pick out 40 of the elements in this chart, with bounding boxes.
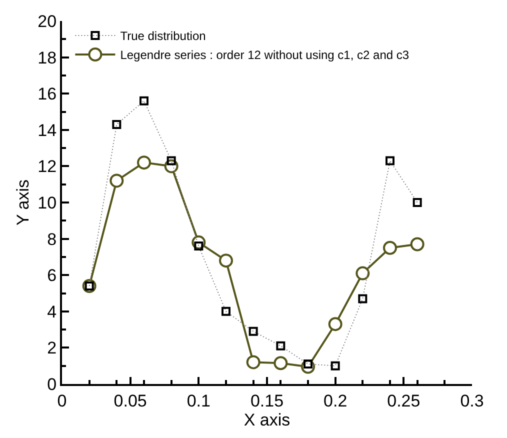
y-tick-label: 8 <box>47 230 57 249</box>
legend-label: True distribution <box>120 29 206 44</box>
y-axis-title: Y axis <box>14 180 33 226</box>
y-tick-label: 20 <box>38 12 57 31</box>
y-tick-label: 18 <box>38 48 57 68</box>
legend-label: Legendre series : order 12 without using c1, c2 and c3 <box>120 48 410 62</box>
point <box>222 306 230 316</box>
point <box>358 294 368 304</box>
y-tick-label: 4 <box>47 302 57 322</box>
x-tick-label: 0.05 <box>114 391 147 410</box>
point <box>166 156 176 166</box>
point <box>248 326 258 336</box>
point <box>140 96 148 106</box>
point <box>383 240 397 255</box>
y-tick-label: 2 <box>47 338 57 358</box>
point <box>274 356 288 370</box>
y-tick-label: 16 <box>38 84 57 104</box>
x-tick-label: 0.15 <box>250 391 284 410</box>
point <box>412 198 422 207</box>
point <box>330 361 340 370</box>
y-tick-label: 6 <box>47 266 57 286</box>
x-tick-label: 0.2 <box>324 391 348 410</box>
point <box>112 120 122 129</box>
point <box>356 266 370 280</box>
y-tick-label: 14 <box>38 120 57 140</box>
x-axis-title: X axis <box>244 410 290 430</box>
x-tick-label: 0.3 <box>460 391 484 410</box>
point <box>328 317 342 332</box>
y-tick-label: 12 <box>38 157 57 176</box>
point <box>137 156 151 170</box>
y-tick-label: 0 <box>47 374 57 394</box>
y-tick-label: 10 <box>38 193 57 212</box>
x-tick-label: 0.1 <box>186 391 210 410</box>
point <box>219 254 233 268</box>
point <box>276 341 286 350</box>
point <box>410 237 424 252</box>
x-tick-label: 0.25 <box>387 391 420 410</box>
point <box>386 156 394 166</box>
point <box>110 174 124 188</box>
point <box>246 355 260 370</box>
